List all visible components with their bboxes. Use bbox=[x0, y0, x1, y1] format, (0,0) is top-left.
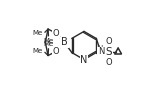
Text: O: O bbox=[106, 58, 112, 67]
Text: B: B bbox=[61, 37, 68, 47]
Text: Me: Me bbox=[32, 30, 43, 36]
Text: O: O bbox=[106, 37, 112, 46]
Text: S: S bbox=[106, 47, 112, 57]
Text: N: N bbox=[80, 55, 88, 65]
Text: Me: Me bbox=[43, 41, 54, 47]
Text: Me: Me bbox=[32, 48, 43, 54]
Text: O: O bbox=[53, 29, 60, 38]
Text: N: N bbox=[98, 47, 104, 56]
Text: O: O bbox=[53, 47, 60, 56]
Text: Me: Me bbox=[43, 38, 54, 44]
Text: H: H bbox=[98, 45, 103, 51]
